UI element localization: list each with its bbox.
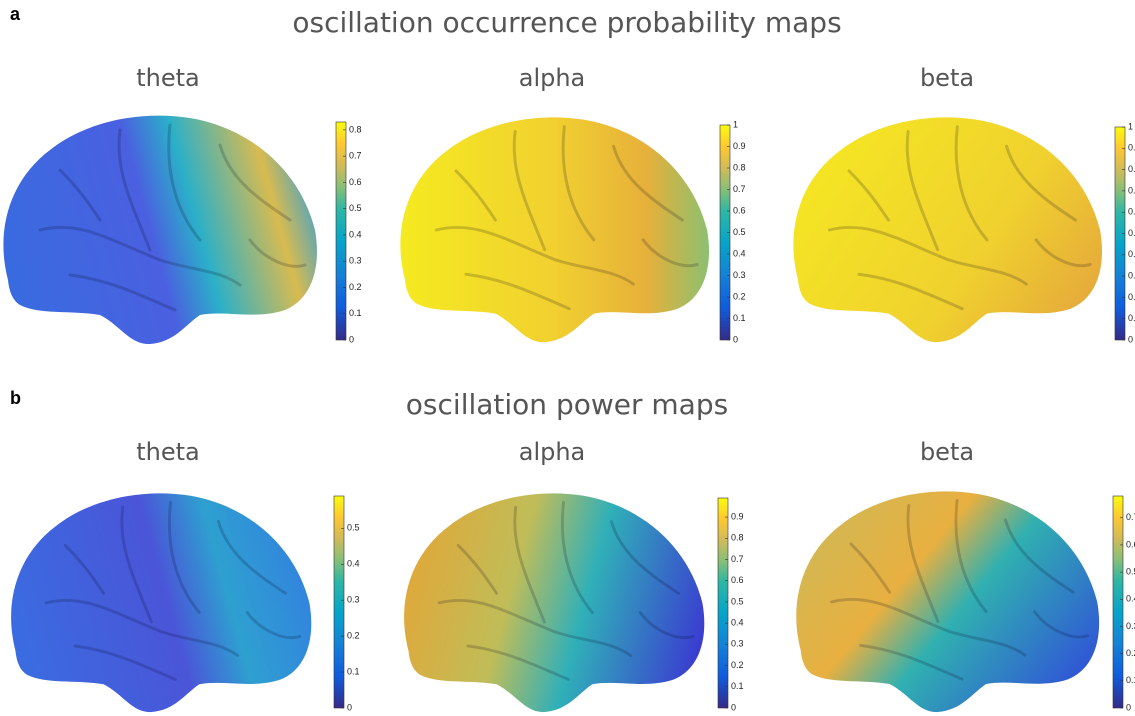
colorbar-tick-label: 0.7 — [733, 184, 746, 194]
brain-map — [1, 114, 319, 345]
panel-letter: a — [10, 4, 21, 24]
colorbar-tick-label: 0.2 — [347, 631, 360, 641]
colorbar-tick-label: 1 — [1128, 121, 1133, 131]
colorbar-tick-label: 0.2 — [1126, 648, 1135, 658]
colorbar-tick-label: 0.4 — [733, 248, 746, 258]
colorbar-tick-label: 0.7 — [731, 554, 744, 564]
colorbar-tick-label: 1 — [733, 119, 738, 129]
colorbar-tick-label: 0.8 — [1128, 164, 1135, 174]
colorbar-tick-label: 0.1 — [731, 681, 744, 691]
colorbar-tick-label: 0.5 — [349, 203, 362, 213]
colorbar-tick-label: 0.6 — [349, 177, 362, 187]
colorbar-tick-label: 0.2 — [349, 282, 362, 292]
colorbar — [717, 497, 729, 709]
colorbar-tick-label: 0.8 — [733, 162, 746, 172]
colorbar-tick-label: 0.7 — [1128, 185, 1135, 195]
colorbar-tick-label: 0.4 — [1128, 249, 1135, 259]
brain-map — [398, 115, 711, 344]
colorbar-tick-label: 0.7 — [349, 151, 362, 161]
colorbar-tick-label: 0.5 — [731, 596, 744, 606]
colorbar-tick-label: 0.6 — [1126, 539, 1135, 549]
colorbar-tick-label: 0.2 — [1128, 292, 1135, 302]
colorbar — [333, 495, 345, 709]
brain-map — [794, 489, 1101, 713]
colorbar — [1112, 495, 1124, 709]
map-label: theta — [136, 438, 200, 466]
colorbar-tick-label: 0.9 — [731, 511, 744, 521]
colorbar-tick-label: 0.3 — [733, 270, 746, 280]
colorbar-tick-label: 0.3 — [731, 639, 744, 649]
colorbar-tick-label: 0.2 — [733, 291, 746, 301]
colorbar-tick-label: 0.1 — [347, 666, 360, 676]
brain-map — [791, 115, 1104, 344]
colorbar-tick-label: 0.3 — [347, 595, 360, 605]
map-label: theta — [136, 64, 200, 92]
colorbar-tick-label: 0 — [1126, 702, 1131, 712]
colorbar-tick-label: 0.4 — [1126, 594, 1135, 604]
colorbar-tick-label: 0.7 — [1126, 512, 1135, 522]
brain-map — [9, 491, 313, 713]
brain-map — [402, 491, 706, 713]
colorbar — [335, 121, 347, 341]
colorbar-tick-label: 0.6 — [731, 575, 744, 585]
colorbar-tick-label: 0.6 — [733, 205, 746, 215]
colorbar-tick-label: 0.8 — [349, 124, 362, 134]
colorbar-tick-label: 0.3 — [349, 256, 362, 266]
map-label: beta — [920, 64, 974, 92]
colorbar-tick-label: 0.9 — [1128, 143, 1135, 153]
colorbar-tick-label: 0 — [1128, 334, 1133, 344]
panel-title: oscillation occurrence probability maps — [292, 6, 841, 39]
colorbar-tick-label: 0.1 — [1126, 675, 1135, 685]
map-label: alpha — [519, 64, 586, 92]
colorbar-tick-label: 0.2 — [731, 660, 744, 670]
colorbar-tick-label: 0.3 — [1126, 621, 1135, 631]
map-label: beta — [920, 438, 974, 466]
colorbar-tick-label: 0 — [349, 334, 354, 344]
colorbar-tick-label: 0.1 — [733, 313, 746, 323]
colorbar-tick-label: 0 — [731, 702, 736, 712]
colorbar-tick-label: 0.6 — [1128, 207, 1135, 217]
colorbar-tick-label: 0.3 — [1128, 270, 1135, 280]
colorbar-tick-label: 0.5 — [1128, 228, 1135, 238]
panel-letter: b — [10, 388, 21, 408]
colorbar-tick-label: 0.1 — [349, 308, 362, 318]
colorbar-tick-label: 0.5 — [347, 523, 360, 533]
colorbar-tick-label: 0.5 — [733, 227, 746, 237]
figure-body: a oscillation occurrence probability map… — [1, 4, 1104, 713]
colorbar-tick-label: 0.4 — [347, 559, 360, 569]
colorbar-tick-label: 0 — [347, 702, 352, 712]
colorbar-tick-label: 0 — [733, 334, 738, 344]
panel-title: oscillation power maps — [406, 388, 728, 421]
colorbar-tick-label: 0.1 — [1128, 313, 1135, 323]
colorbar-tick-label: 0.5 — [1126, 566, 1135, 576]
colorbar-tick-label: 0.8 — [731, 533, 744, 543]
colorbar-tick-label: 0.9 — [733, 141, 746, 151]
colorbar-tick-label: 0.4 — [349, 229, 362, 239]
map-label: alpha — [519, 438, 586, 466]
colorbar-tick-label: 0.4 — [731, 618, 744, 628]
